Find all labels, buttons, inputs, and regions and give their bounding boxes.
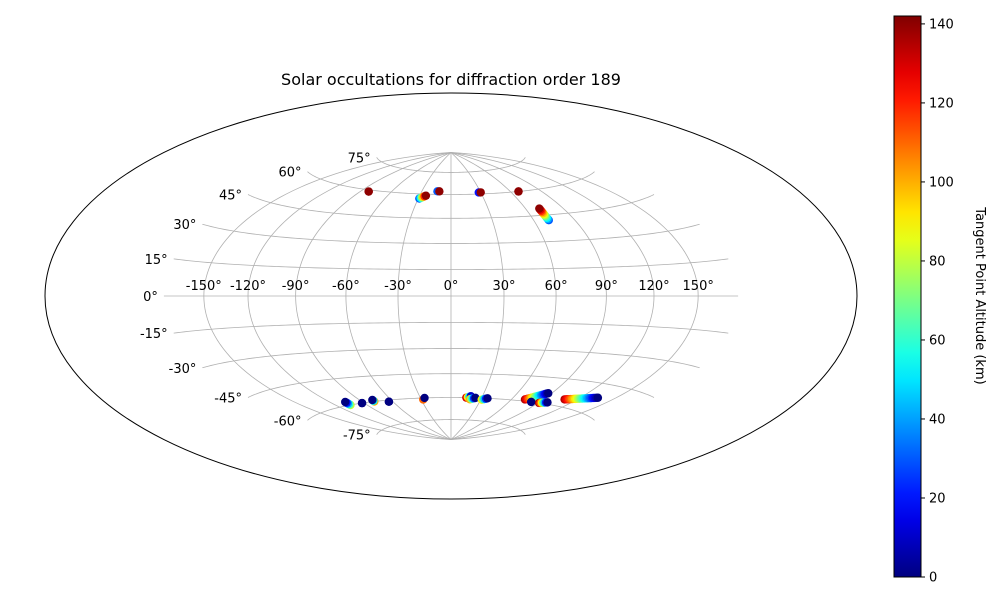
- grid-layer: [163, 152, 739, 440]
- x-tick-label: 120°: [638, 279, 669, 294]
- x-tick-label: 60°: [545, 279, 568, 294]
- colorbar-label: Tangent Point Altitude (km): [972, 206, 987, 384]
- y-tick-label: 30°: [173, 218, 196, 233]
- occultation-point: [384, 397, 394, 406]
- occultation-point: [483, 394, 492, 403]
- parallel-line: [202, 223, 700, 244]
- points-layer: [341, 187, 603, 410]
- occultation-point: [593, 393, 603, 402]
- y-tick-label: 75°: [348, 151, 371, 166]
- y-tick-label: -30°: [169, 362, 197, 377]
- colorbar: [893, 15, 922, 578]
- y-tick-labels: 75° 60° 45° 30° 15° 0° -15° -30° -45° -60° -75°: [140, 151, 371, 443]
- parallel-line: [202, 348, 700, 369]
- x-tick-labels: -150° -120° -90° -60° -30° 0° 30° 60° 90° 120° 150…: [186, 279, 714, 294]
- y-tick-label: -75°: [343, 429, 371, 444]
- parallel-line: [376, 419, 526, 435]
- colorbar-tick-label: 60: [929, 333, 946, 348]
- occultation-point: [535, 204, 544, 213]
- parallel-line: [247, 194, 655, 219]
- colorbar-tick-label: 20: [929, 491, 946, 506]
- colorbar-tick-label: 140: [929, 17, 954, 32]
- y-tick-label: 45°: [219, 189, 242, 204]
- occultation-point: [476, 188, 485, 197]
- colorbar-tick-label: 100: [929, 175, 954, 190]
- x-tick-label: -150°: [186, 279, 222, 294]
- x-tick-label: -90°: [282, 279, 310, 294]
- colorbar-tick-label: 120: [929, 96, 954, 111]
- parallel-line: [307, 171, 595, 195]
- y-tick-label: 15°: [145, 253, 168, 268]
- x-tick-label: -30°: [384, 279, 412, 294]
- occultation-point: [420, 393, 429, 403]
- x-tick-label: 90°: [595, 279, 618, 294]
- chart-title: Solar occultations for diffraction order…: [281, 70, 621, 89]
- x-tick-label: 0°: [444, 279, 459, 294]
- occultation-point: [364, 187, 373, 196]
- x-tick-label: -120°: [230, 279, 266, 294]
- x-tick-label: 30°: [492, 279, 515, 294]
- x-tick-label: 150°: [683, 279, 714, 294]
- parallel-line: [247, 373, 655, 398]
- y-tick-label: -60°: [274, 414, 302, 429]
- y-tick-label: -45°: [214, 392, 242, 407]
- occultation-point: [341, 397, 350, 407]
- occultation-point: [357, 398, 367, 408]
- occultation-point: [543, 398, 552, 407]
- x-tick-label: -60°: [332, 279, 360, 294]
- map-frame: [44, 92, 858, 500]
- y-tick-label: 0°: [143, 290, 158, 305]
- occultation-point: [544, 389, 553, 398]
- parallel-line: [376, 157, 526, 173]
- parallel-line: [173, 258, 729, 270]
- parallel-line: [173, 322, 729, 334]
- colorbar-ticks: 0 20 40 60 80 100 120 140: [921, 17, 954, 586]
- occultation-point: [514, 187, 523, 196]
- colorbar-tick-label: 40: [929, 412, 946, 427]
- colorbar-tick-label: 0: [929, 571, 937, 586]
- occultation-point: [435, 187, 444, 196]
- occultation-point: [527, 397, 536, 407]
- colorbar-tick-label: 80: [929, 254, 946, 269]
- y-tick-label: -15°: [140, 327, 168, 342]
- y-tick-label: 60°: [278, 166, 301, 181]
- parallel-line: [307, 397, 595, 421]
- occultation-point: [421, 191, 431, 200]
- occultation-point: [368, 395, 377, 405]
